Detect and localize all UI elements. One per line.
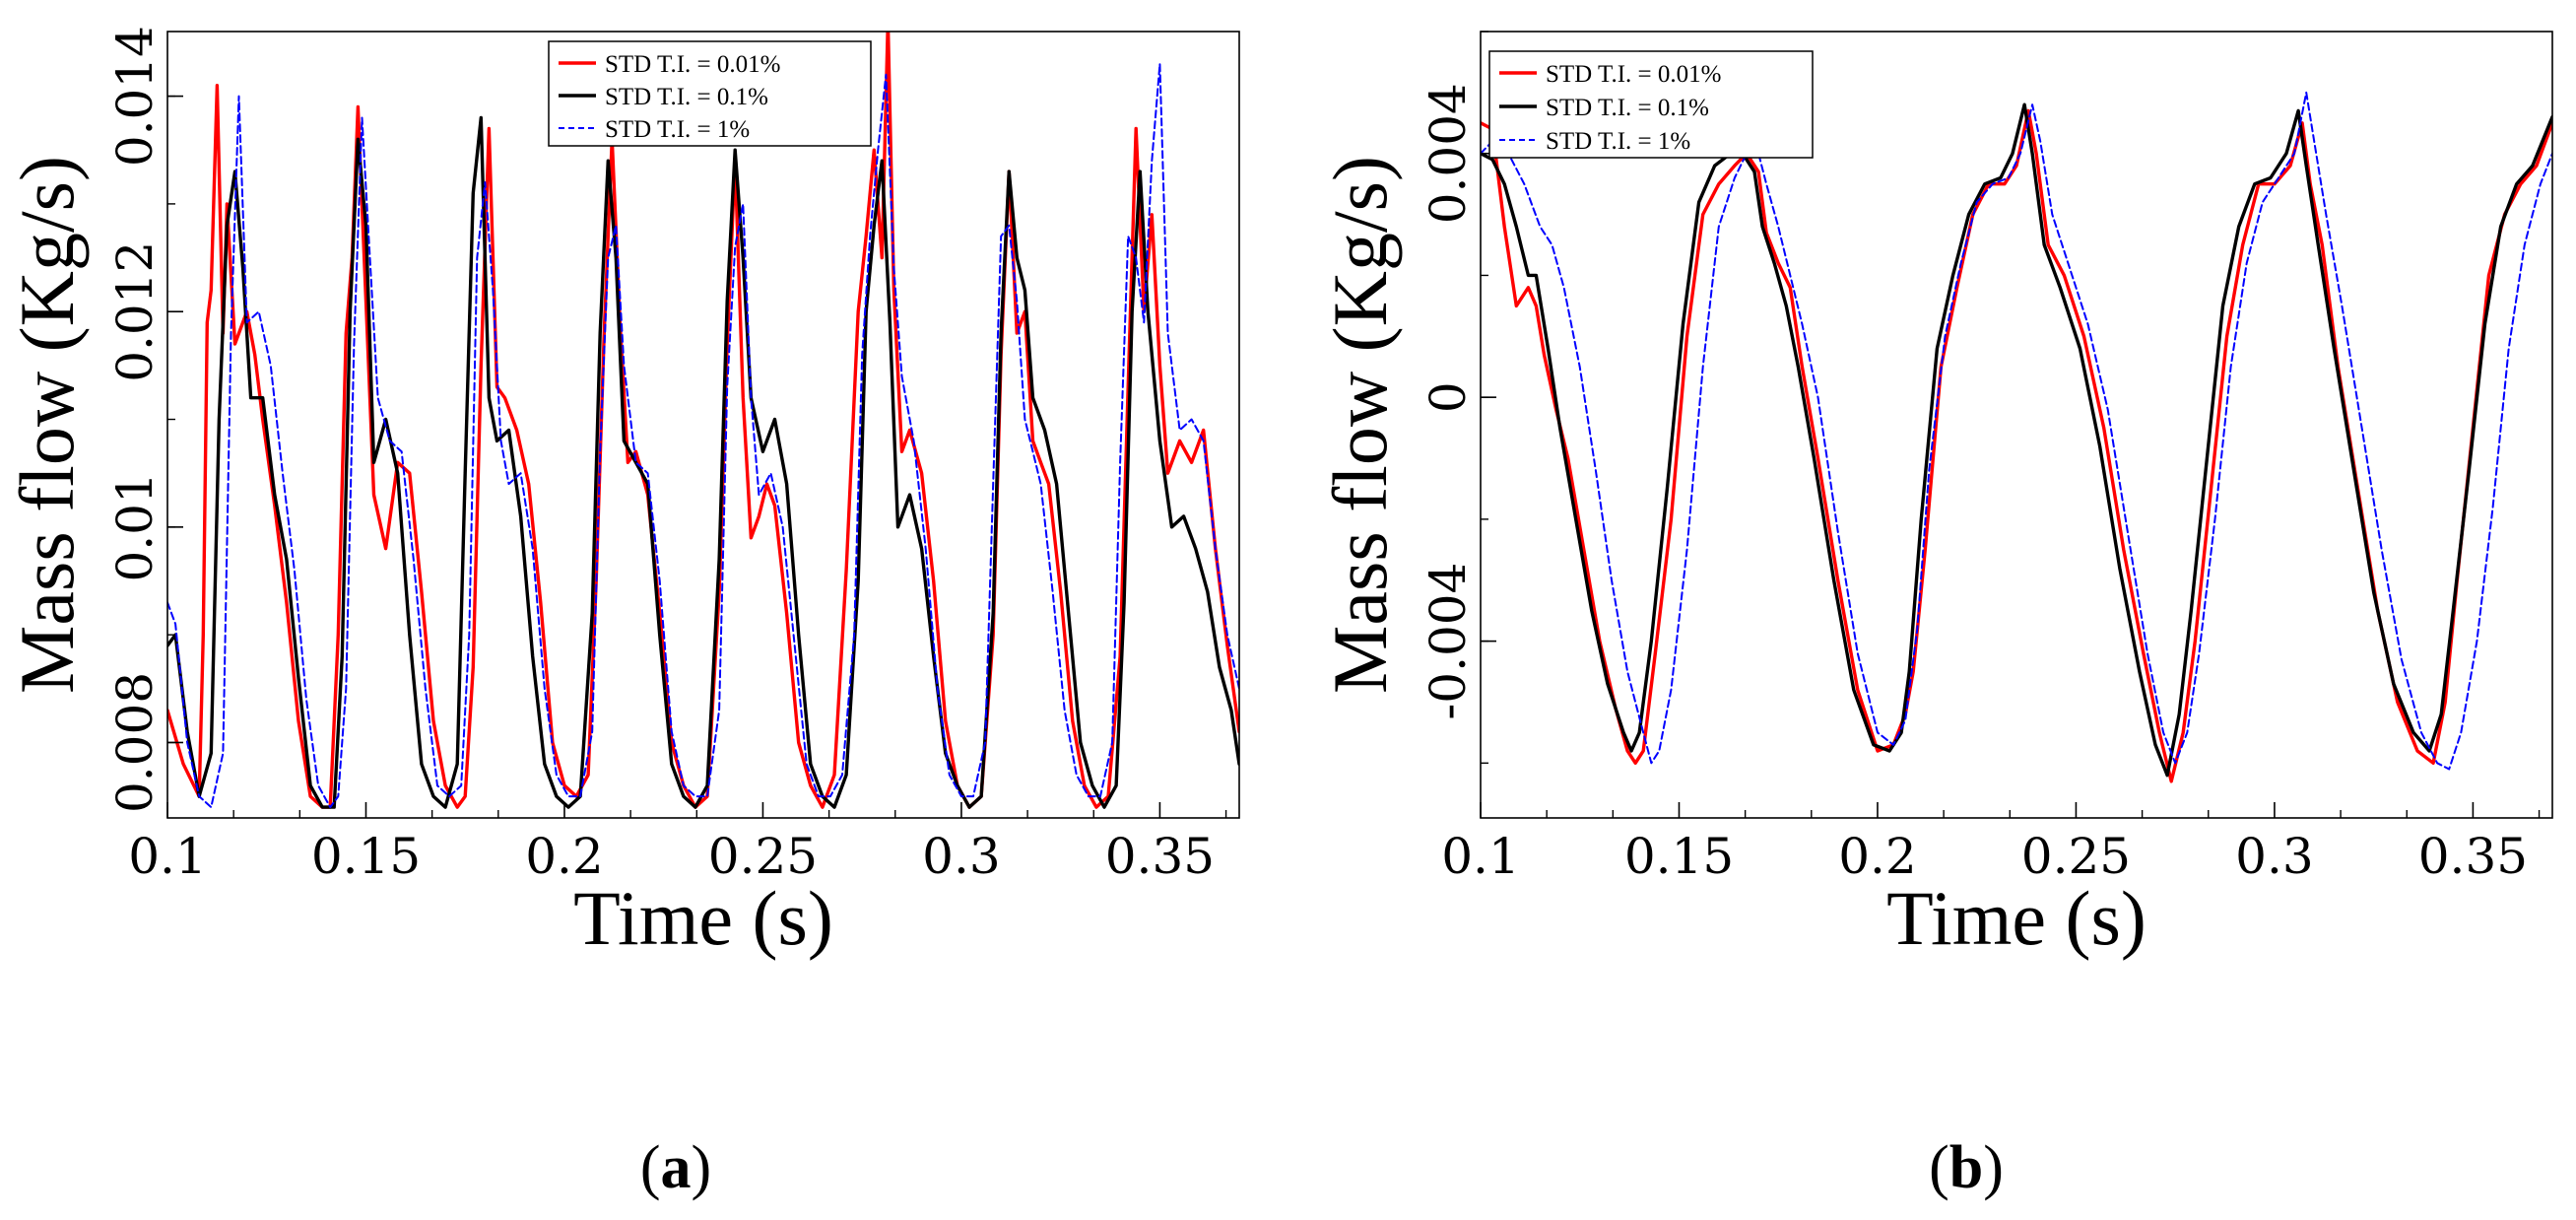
chart-a-x-tick-label: 0.15 — [311, 828, 421, 885]
chart-b-x-tick-label: 0.2 — [1838, 828, 1917, 885]
panel-label-a-close-paren: ) — [692, 1134, 712, 1201]
chart-a-y-tick-label: 0.01 — [106, 472, 164, 581]
chart-b-x-axis-title: Time (s) — [1886, 875, 2147, 961]
chart-a-y-tick-label: 0.012 — [106, 241, 164, 382]
chart-b-x-tick-label: 0.1 — [1441, 828, 1520, 885]
chart-b-y-tick-label: -0.004 — [1420, 563, 1477, 720]
panel-label-b-close-paren: ) — [1983, 1134, 2004, 1201]
chart-a-x-axis-title: Time (s) — [573, 875, 833, 961]
chart-b-legend-box — [1488, 50, 1814, 159]
chart-b-series-2-line — [1481, 102, 2552, 778]
chart-b-series-layer — [1481, 91, 2552, 783]
panel-label-a-open-paren: ( — [640, 1134, 661, 1201]
chart-a-x-tick-label: 0.25 — [708, 828, 818, 885]
chart-b-x-tick-label: 0.15 — [1624, 828, 1734, 885]
chart-a-x-tick-label: 0.1 — [128, 828, 207, 885]
panel-label-a-letter: a — [661, 1134, 692, 1201]
chart-a-legend-label-std-ti-0-1: STD T.I. = 0.1% — [605, 84, 768, 110]
chart-b-plot-area — [1480, 31, 2553, 819]
chart-a-series-3-line — [167, 62, 1239, 809]
chart-b-x-tick-label: 0.3 — [2235, 828, 2314, 885]
chart-a-y-tick-label: 0.014 — [106, 26, 164, 167]
chart-a-legend: STD T.I. = 0.01% STD T.I. = 0.1% STD T.I… — [548, 40, 872, 147]
chart-a-legend-box — [548, 40, 872, 147]
panel-label-b: (b) — [1929, 1134, 2004, 1201]
panel-label-b-letter: b — [1949, 1134, 1983, 1201]
chart-b-legend-label-std-ti-0-01: STD T.I. = 0.01% — [1546, 61, 1721, 88]
chart-b-x-tick-label: 0.25 — [2021, 828, 2131, 885]
chart-b: 0.1 0.15 0.2 0.25 0.3 0.35 -0.004 0 0.004 Time (… — [1317, 31, 2553, 1201]
chart-a-x-tick-label: 0.2 — [525, 828, 604, 885]
chart-a-legend-label-std-ti-1: STD T.I. = 1% — [605, 116, 750, 143]
chart-a-y-tick-label: 0.008 — [106, 672, 164, 813]
chart-b-legend-label-std-ti-0-1: STD T.I. = 0.1% — [1546, 95, 1709, 121]
chart-b-ticks: 0.1 0.15 0.2 0.25 0.3 0.35 -0.004 0 0.004 — [1420, 31, 2541, 885]
panel-label-b-open-paren: ( — [1929, 1134, 1949, 1201]
chart-b-series-3-line — [1481, 91, 2552, 771]
chart-b-legend: STD T.I. = 0.01% STD T.I. = 0.1% STD T.I… — [1488, 50, 1814, 159]
chart-a-legend-label-std-ti-0-01: STD T.I. = 0.01% — [605, 51, 780, 78]
chart-b-x-tick-label: 0.35 — [2418, 828, 2528, 885]
chart-a-y-axis-title: Mass flow (Kg/s) — [4, 156, 90, 694]
chart-b-frame — [1480, 31, 2553, 819]
chart-a-x-tick-label: 0.35 — [1105, 828, 1215, 885]
chart-b-y-axis-title: Mass flow (Kg/s) — [1317, 156, 1403, 694]
chart-b-legend-label-std-ti-1: STD T.I. = 1% — [1546, 128, 1690, 155]
chart-a-series-layer — [167, 32, 1239, 809]
chart-b-y-tick-label: 0.004 — [1420, 83, 1477, 224]
chart-a-plot-area — [166, 31, 1240, 819]
chart-b-y-tick-label: 0 — [1420, 381, 1477, 413]
chart-a-x-tick-label: 0.3 — [922, 828, 1001, 885]
panel-label-a: (a) — [640, 1134, 711, 1201]
chart-a-ticks: 0.1 0.15 0.2 0.25 0.3 0.35 0.008 0.01 0.012 0.014 — [106, 26, 1227, 885]
chart-a-frame — [166, 31, 1240, 819]
chart-a: 0.1 0.15 0.2 0.25 0.3 0.35 0.008 0.01 0.012 0.014… — [4, 26, 1240, 1201]
